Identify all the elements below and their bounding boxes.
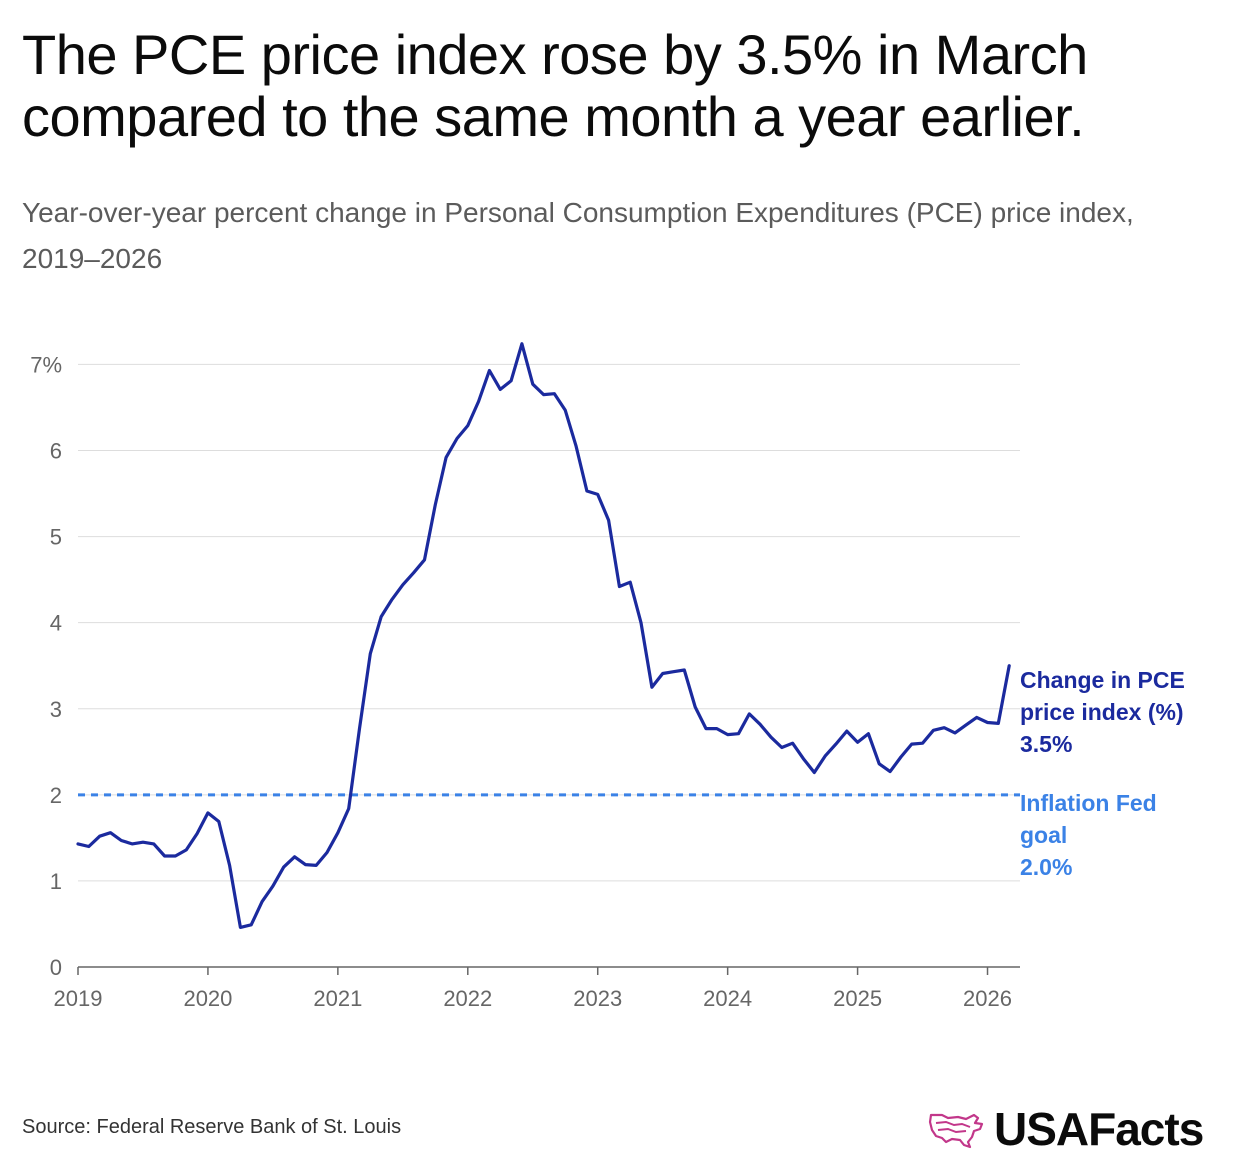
- line-chart: 0 1 2 3 4 5 6 7% 2019 2020 2021 2022 2023 2024 2025 202…: [30, 342, 1185, 1011]
- x-tick-label: 2020: [183, 986, 232, 1011]
- x-tick-label: 2024: [703, 986, 752, 1011]
- pce-series-label-line: Change in PCE: [1020, 667, 1185, 693]
- y-tick-label: 1: [50, 869, 62, 894]
- fed-goal-label-line: Inflation Fed: [1020, 790, 1157, 816]
- y-tick-label: 0: [50, 955, 62, 980]
- pce-series-line: [76, 342, 1011, 930]
- pce-series-label-line: 3.5%: [1020, 731, 1072, 757]
- x-tick-label: 2019: [54, 986, 103, 1011]
- x-tick-label: 2022: [443, 986, 492, 1011]
- source-note: Source: Federal Reserve Bank of St. Loui…: [22, 1116, 402, 1138]
- y-tick-label: 2: [50, 783, 62, 808]
- x-tick-label: 2023: [573, 986, 622, 1011]
- chart-title: The PCE price index rose by 3.5% in Marc…: [22, 23, 1088, 148]
- y-tick-label: 3: [50, 697, 62, 722]
- pce-series-label-line: price index (%): [1020, 699, 1184, 725]
- y-tick-label: 4: [50, 611, 62, 636]
- y-tick-label: 5: [50, 525, 62, 550]
- x-tick-label: 2025: [833, 986, 882, 1011]
- series-layer: [76, 342, 1020, 930]
- fed-goal-label: Inflation Fed goal 2.0%: [1020, 790, 1157, 880]
- pce-series-label: Change in PCE price index (%) 3.5%: [1020, 667, 1185, 757]
- label-layer: Change in PCE price index (%) 3.5% Inflatio…: [1020, 667, 1185, 880]
- y-tick-label: 6: [50, 439, 62, 464]
- x-tick-label: 2021: [313, 986, 362, 1011]
- us-map-icon: [928, 1113, 984, 1149]
- brand-logo: USAFacts: [928, 1102, 1204, 1156]
- brand-name: USAFacts: [994, 1103, 1204, 1155]
- axis-layer: 0 1 2 3 4 5 6 7% 2019 2020 2021 2022 2023 2024 2025 202…: [30, 352, 1020, 1011]
- fed-goal-label-line: goal: [1020, 822, 1067, 848]
- fed-goal-label-line: 2.0%: [1020, 854, 1072, 880]
- x-tick-label: 2026: [963, 986, 1012, 1011]
- y-tick-label: 7%: [30, 352, 62, 377]
- chart-subtitle: Year-over-year percent change in Persona…: [22, 197, 1134, 274]
- grid-layer: [78, 363, 1020, 882]
